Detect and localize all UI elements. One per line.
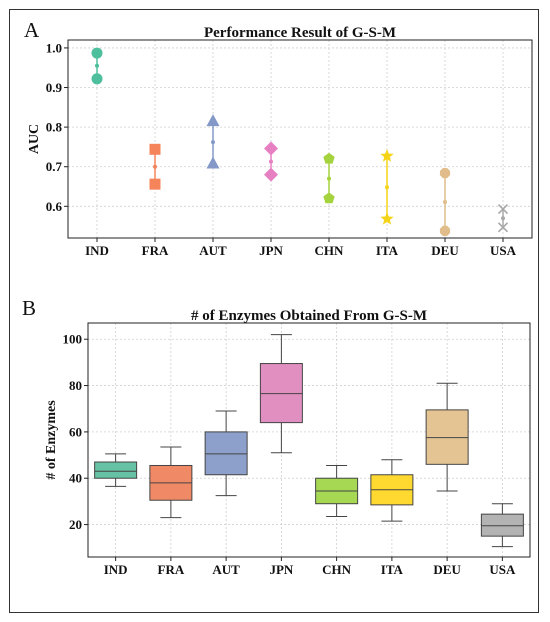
auc-mid-point xyxy=(385,185,389,190)
enzymes-ylabel: # of Enzymes xyxy=(44,400,59,480)
enzymes-ytick-label: 60 xyxy=(69,424,82,439)
enzymes-box-deu xyxy=(425,382,469,492)
enzymes-xtick-label-ita: ITA xyxy=(381,562,404,577)
enzymes-boxes xyxy=(94,334,524,548)
auc-ytick-label: 0.6 xyxy=(46,199,63,214)
auc-mid-point xyxy=(327,176,331,181)
auc-low-marker xyxy=(323,192,335,204)
enzymes-box-chn xyxy=(315,464,359,517)
enzymes-box-aut xyxy=(204,410,248,497)
auc-high-marker xyxy=(149,143,161,155)
auc-mid-point xyxy=(443,199,447,204)
auc-mid-point xyxy=(153,164,157,169)
auc-xtick-label-deu: DEU xyxy=(431,243,459,258)
auc-ytick-label: 0.8 xyxy=(46,120,63,135)
auc-ytick-label: 1.0 xyxy=(46,40,62,55)
enzymes-ytick-label: 20 xyxy=(69,517,82,532)
figure-frame xyxy=(9,9,539,613)
auc-xtick-label-usa: USA xyxy=(490,243,517,258)
auc-series xyxy=(91,47,509,236)
auc-low-marker xyxy=(91,73,103,85)
auc-high-marker xyxy=(380,149,394,162)
auc-mid-point xyxy=(501,216,505,221)
panel-label-a: A xyxy=(24,18,40,42)
auc-range-ita xyxy=(380,149,394,225)
auc-xtick-label-ita: ITA xyxy=(376,243,399,258)
auc-low-marker xyxy=(206,156,220,169)
box-iqr xyxy=(480,513,524,537)
auc-high-marker xyxy=(497,204,509,215)
auc-title: Performance Result of G-S-M xyxy=(204,25,396,41)
auc-axes: 0.6 0.7 0.8 0.9 1.0 IND FRA AUT JPN CHN ITA DEU USA P… xyxy=(27,25,533,258)
enzymes-ytick-label: 100 xyxy=(63,332,83,347)
enzymes-box-fra xyxy=(149,446,193,519)
box-iqr xyxy=(425,409,469,465)
auc-range-ind xyxy=(91,47,103,85)
auc-ytick-label: 0.9 xyxy=(46,80,63,95)
auc-range-chn xyxy=(323,152,335,204)
auc-low-marker xyxy=(380,211,394,225)
enzymes-box-jpn xyxy=(259,334,303,454)
auc-high-marker xyxy=(264,141,278,156)
auc-range-usa xyxy=(497,204,509,233)
auc-high-marker xyxy=(91,47,103,59)
enzymes-xtick-label-fra: FRA xyxy=(158,562,185,577)
auc-plot-frame xyxy=(67,39,533,239)
auc-low-marker xyxy=(264,167,278,182)
auc-xtick-label-aut: AUT xyxy=(199,243,227,258)
auc-high-marker xyxy=(323,152,335,164)
auc-mid-point xyxy=(95,63,99,68)
enzymes-xtick-label-ind: IND xyxy=(104,562,128,577)
enzymes-box-ind xyxy=(94,453,138,487)
box-iqr xyxy=(94,461,138,479)
auc-xtick-label-chn: CHN xyxy=(315,243,345,258)
enzymes-ytick-label: 80 xyxy=(69,378,82,393)
auc-low-marker xyxy=(439,225,451,236)
auc-ytick-label: 0.7 xyxy=(46,159,63,174)
enzymes-xtick-label-usa: USA xyxy=(489,562,516,577)
box-iqr xyxy=(204,431,248,476)
enzymes-title: # of Enzymes Obtained From G-S-M xyxy=(191,308,427,324)
auc-high-marker xyxy=(439,167,451,179)
auc-xtick-label-fra: FRA xyxy=(142,243,169,258)
auc-mid-point xyxy=(269,159,273,164)
auc-range-aut xyxy=(206,114,220,169)
enzymes-plot-frame xyxy=(87,322,531,558)
enzymes-ytick-label: 40 xyxy=(69,471,82,486)
enzymes-box-ita xyxy=(370,459,414,522)
auc-range-deu xyxy=(439,167,451,236)
auc-xtick-label-jpn: JPN xyxy=(259,243,283,258)
panel-label-b: B xyxy=(22,296,37,320)
enzymes-xtick-label-aut: AUT xyxy=(212,562,240,577)
auc-low-marker xyxy=(497,222,509,233)
enzymes-xtick-label-chn: CHN xyxy=(322,562,352,577)
auc-range-fra xyxy=(149,143,161,190)
auc-range-jpn xyxy=(264,141,278,182)
box-iqr xyxy=(259,363,303,424)
auc-ylabel: AUC xyxy=(27,124,42,154)
auc-xtick-label-ind: IND xyxy=(85,243,109,258)
enzymes-xtick-label-deu: DEU xyxy=(433,562,461,577)
enzymes-xtick-label-jpn: JPN xyxy=(269,562,293,577)
auc-low-marker xyxy=(149,178,161,190)
auc-high-marker xyxy=(206,114,220,127)
enzymes-box-usa xyxy=(480,503,524,548)
auc-mid-point xyxy=(211,140,215,145)
